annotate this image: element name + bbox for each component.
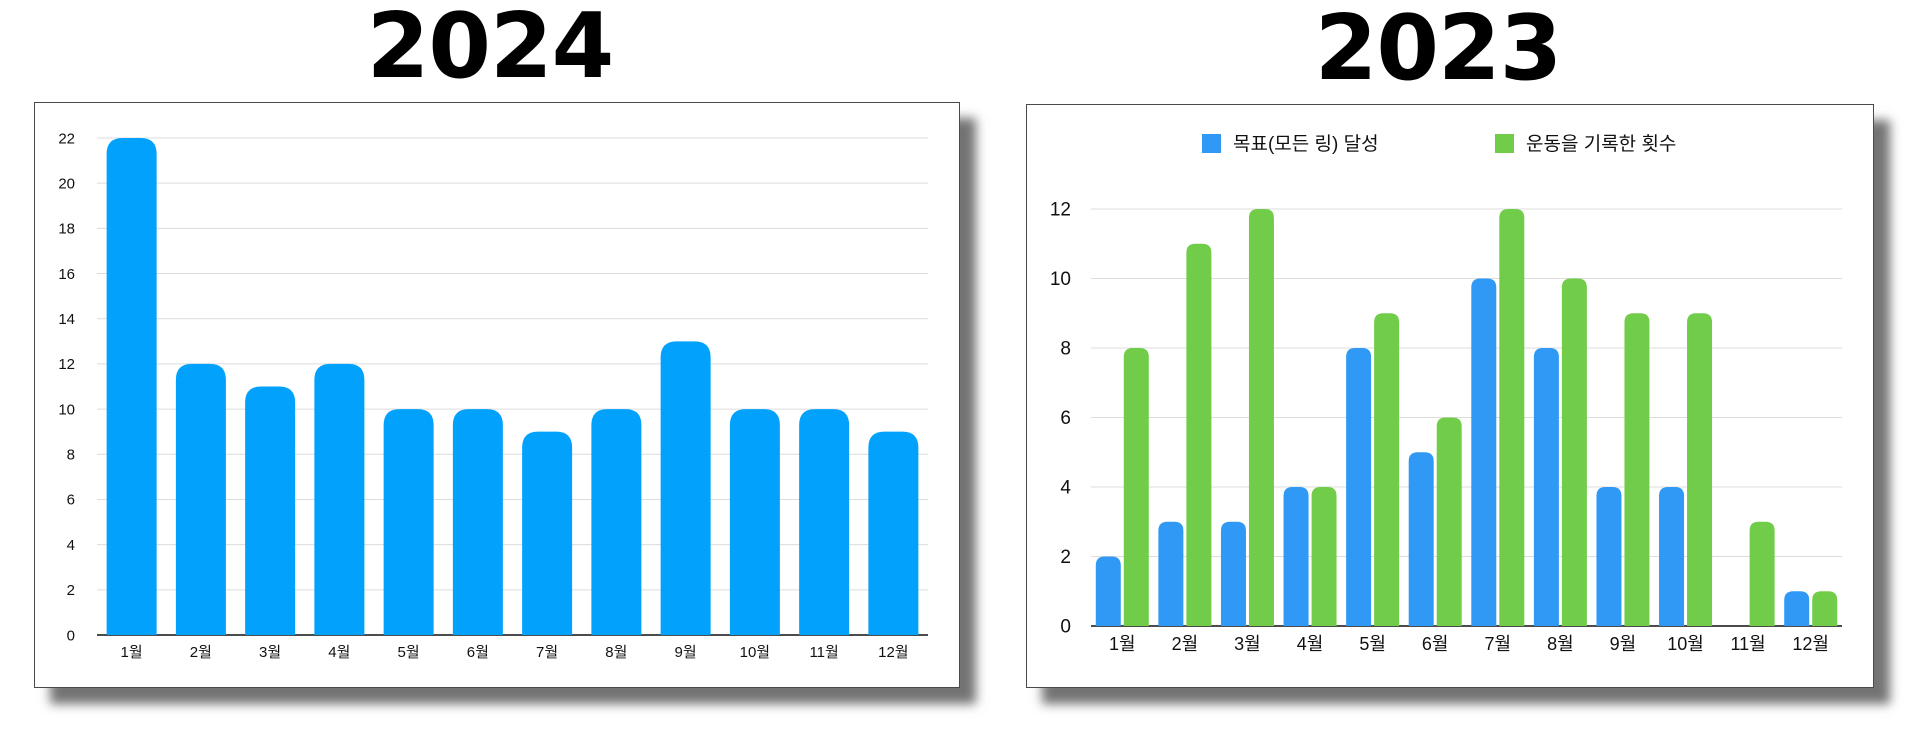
bar [383,409,434,635]
x-tick-label: 9월 [1610,634,1637,654]
bar [1659,487,1685,626]
bar [1784,591,1810,626]
bar [1471,278,1497,626]
x-tick-label: 3월 [1234,634,1261,654]
bar [1499,209,1525,626]
bar [452,409,503,635]
bar [1186,243,1212,626]
bar-chart-2023: 0 2 4 6 8 10 12 1월 2월 3월 4월 5월 6월 7월 8월 9월 10월 11월 12월 목표(모… [1050,133,1842,654]
x-tick-label: 1월 [121,644,143,661]
x-tick-label: 9월 [675,644,697,661]
y-tick-label: 12 [1050,200,1071,221]
x-tick-label: 3월 [259,644,281,661]
y-tick-label: 14 [58,311,75,328]
bar [1436,417,1462,626]
bar [1248,209,1274,626]
bar [868,431,919,635]
y-tick-label: 2 [1060,547,1071,568]
x-tick-label: 4월 [1297,634,1324,654]
y-tick-label: 4 [1060,478,1071,499]
legend-swatch [1495,134,1514,153]
y-tick-label: 10 [58,401,75,418]
x-tick-label: 8월 [605,644,627,661]
bar [1561,278,1587,626]
bar [1596,487,1622,626]
y-tick-label: 22 [58,130,75,147]
bar [1533,348,1559,626]
x-tick-label: 1월 [1109,634,1136,654]
x-tick-label: 12월 [1792,634,1829,654]
y-tick-label: 10 [1050,269,1071,290]
chart-panel: 0 2 4 6 8 10 12 1월 2월 3월 4월 5월 6월 7월 8월 9월 10월 11월 12월 목표(모… [1026,104,1874,688]
chart-title: 2024 [366,0,615,99]
bar-chart-2024: 0 2 4 6 8 10 12 14 16 18 20 22 1월 2월 3월 4월 5월 6월 7월 8월 9월 10월… [58,130,928,661]
bar [1408,452,1434,626]
x-tick-label: 12월 [878,644,909,661]
x-tick-label: 10월 [1667,634,1704,654]
x-tick-label: 8월 [1547,634,1574,654]
x-tick-label: 5월 [1359,634,1386,654]
x-tick-label: 6월 [1422,634,1449,654]
bar [1283,487,1309,626]
bar [1624,313,1650,626]
y-tick-label: 12 [58,356,75,373]
y-tick-label: 8 [67,447,75,464]
x-tick-label: 7월 [1485,634,1512,654]
y-tick-label: 2 [67,582,75,599]
bar [660,341,711,635]
y-tick-label: 20 [58,175,75,192]
bar [106,138,157,635]
bar [1158,521,1184,626]
bar [1812,591,1838,626]
x-tick-label: 2월 [190,644,212,661]
bar [1749,521,1775,626]
y-tick-label: 8 [1060,339,1071,360]
bar [314,363,365,635]
legend-label: 목표(모든 링) 달성 [1233,133,1379,155]
x-tick-label: 4월 [328,644,350,661]
y-tick-label: 0 [1060,617,1071,638]
bar [1095,556,1121,626]
bar [1687,313,1713,626]
x-tick-label: 6월 [467,644,489,661]
bar [1220,521,1246,626]
legend-swatch [1202,134,1221,153]
bar [1311,487,1337,626]
bar [1123,348,1149,626]
chart-title: 2023 [1314,0,1563,101]
x-tick-label: 10월 [740,644,771,661]
chart-panel: 0 2 4 6 8 10 12 14 16 18 20 22 1월 2월 3월 4월 5월 6월 7월 8월 9월 10월… [34,102,960,688]
bar [591,409,642,635]
x-tick-label: 5월 [398,644,420,661]
bar [522,431,573,635]
legend-label: 운동을 기록한 횟수 [1526,133,1676,155]
bar [1346,348,1372,626]
x-tick-label: 11월 [809,644,838,661]
y-tick-label: 6 [67,492,75,509]
y-tick-label: 4 [67,537,75,554]
bar [245,386,296,635]
x-tick-label: 2월 [1172,634,1199,654]
bar [175,363,226,635]
y-tick-label: 6 [1060,408,1071,429]
bar [799,409,850,635]
x-tick-label: 7월 [536,644,558,661]
y-tick-label: 16 [58,266,75,283]
y-tick-label: 0 [67,627,75,644]
bar [729,409,780,635]
x-tick-label: 11월 [1731,634,1766,654]
y-tick-label: 18 [58,221,75,238]
bar [1374,313,1400,626]
